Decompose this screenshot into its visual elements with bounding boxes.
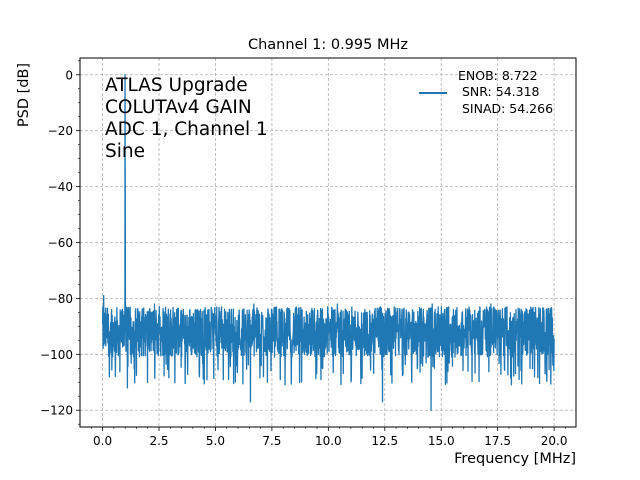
- annotation-line-1: ATLAS Upgrade: [105, 75, 248, 96]
- x-axis-label: Frequency [MHz]: [454, 451, 576, 467]
- chart-title: Channel 1: 0.995 MHz: [248, 37, 408, 53]
- y-tick-label: −20: [48, 124, 73, 138]
- axis-ticks: 0.0 2.5 5.0 7.5 10.0 12.5 15.0 17.5 20.0 0 −20 −40 −…: [40, 60, 568, 448]
- annotation-block: ATLAS Upgrade COLUTAv4 GAIN ADC 1, Chann…: [105, 75, 268, 162]
- y-tick-label: −120: [40, 404, 73, 418]
- legend: ENOB: 8.722 SNR: 54.318 SINAD: 54.266: [419, 68, 553, 116]
- annotation-line-4: Sine: [105, 141, 145, 162]
- psd-series-line: [101, 74, 555, 411]
- plot-area: [101, 74, 555, 411]
- y-tick-label: 0: [65, 68, 73, 82]
- y-tick-label: −40: [48, 180, 73, 194]
- x-tick-label: 7.5: [262, 434, 281, 448]
- y-tick-label: −100: [40, 348, 73, 362]
- annotation-line-2: COLUTAv4 GAIN: [105, 97, 252, 118]
- x-tick-label: 0.0: [93, 434, 112, 448]
- legend-snr: SNR: 54.318: [458, 84, 540, 99]
- y-tick-label: −60: [48, 236, 73, 250]
- legend-enob: ENOB: 8.722: [458, 68, 538, 83]
- x-tick-label: 10.0: [315, 434, 342, 448]
- x-tick-label: 17.5: [484, 434, 511, 448]
- x-tick-label: 20.0: [541, 434, 568, 448]
- x-tick-label: 12.5: [371, 434, 398, 448]
- x-tick-label: 15.0: [428, 434, 455, 448]
- x-tick-label: 5.0: [206, 434, 225, 448]
- y-axis-label: PSD [dB]: [16, 63, 32, 127]
- grid-lines: [80, 58, 576, 427]
- annotation-line-3: ADC 1, Channel 1: [105, 119, 268, 140]
- y-tick-label: −80: [48, 292, 73, 306]
- legend-sinad: SINAD: 54.266: [458, 101, 553, 116]
- x-tick-label: 2.5: [149, 434, 168, 448]
